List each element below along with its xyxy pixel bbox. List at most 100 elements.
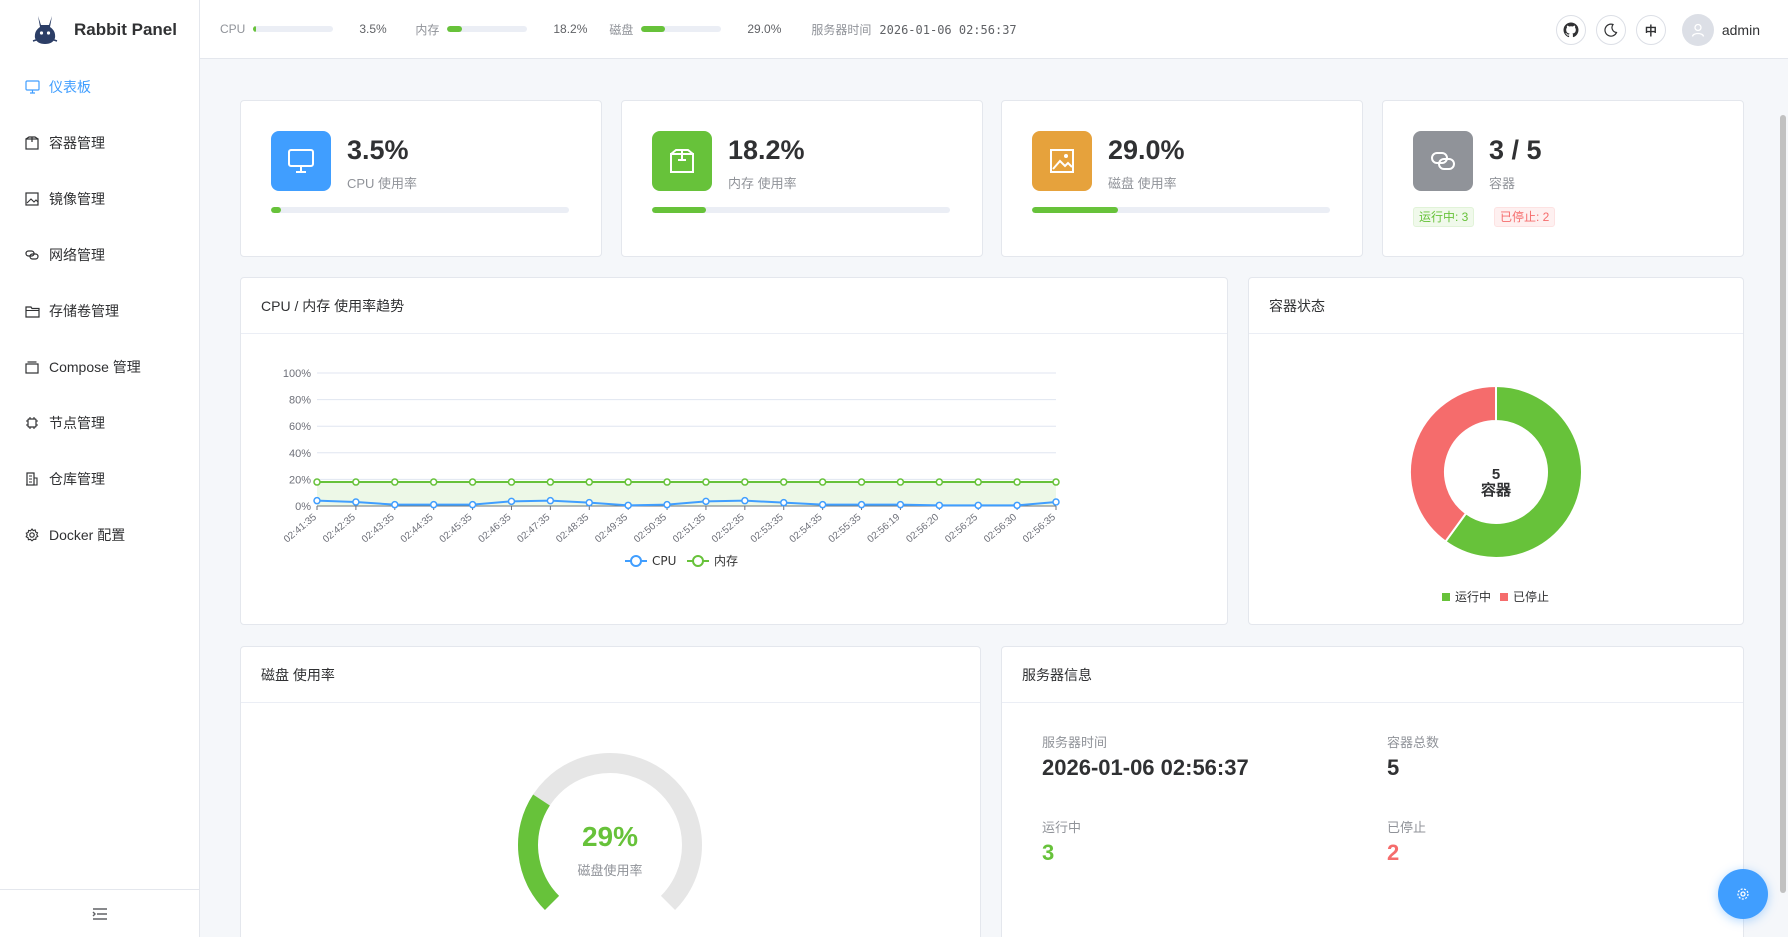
sidebar-item-dashboard[interactable]: 仪表板 — [0, 59, 199, 115]
x-tick-label: 02:51:35 — [671, 512, 708, 546]
language-button[interactable]: 中 — [1635, 15, 1666, 45]
theme-toggle-button[interactable] — [1595, 15, 1626, 45]
container-status-chart: 5 容器 运行中 已停止 — [1409, 384, 1583, 604]
server-time-label: 服务器时间 — [811, 22, 872, 37]
server-info-card: 服务器信息 服务器时间 2026-01-06 02:56:37 容器总数 5 运… — [1001, 646, 1744, 937]
x-tick-label: 02:55:35 — [827, 512, 864, 546]
mem-value: 18.2% — [553, 22, 588, 36]
data-point — [585, 478, 594, 486]
rabbit-logo-icon — [32, 15, 58, 44]
sidebar-item-nodes[interactable]: 节点管理 — [0, 395, 199, 451]
x-tick-label: 02:41:35 — [282, 512, 319, 546]
mem-stat-value: 18.2% — [728, 135, 805, 165]
data-point — [1013, 501, 1021, 510]
y-tick-label: 60% — [289, 421, 311, 433]
disk-gauge-chart: 29% 磁盘使用率 — [518, 753, 702, 911]
settings-float-button[interactable] — [1718, 869, 1768, 919]
gauge-value: 29% — [582, 821, 638, 852]
info-total-value: 5 — [1387, 755, 1400, 780]
sidebar-item-networks[interactable]: 网络管理 — [0, 227, 199, 283]
user-icon — [1691, 23, 1705, 37]
containers-stat-card: 3 / 5 容器 运行中: 3 已停止: 2 — [1382, 100, 1744, 257]
cpu-bar — [253, 26, 334, 32]
data-point — [391, 478, 399, 486]
x-tick-label: 02:56:25 — [943, 512, 980, 546]
data-point — [1052, 478, 1060, 486]
image-icon — [1032, 131, 1092, 191]
x-tick-label: 02:42:35 — [321, 512, 358, 546]
data-point — [429, 478, 438, 486]
data-point — [818, 500, 827, 509]
disk-bar — [641, 26, 722, 32]
gauge-label: 磁盘使用率 — [577, 863, 642, 879]
sidebar-item-registry[interactable]: 仓库管理 — [0, 451, 199, 507]
username[interactable]: admin — [1721, 22, 1760, 38]
cpu-label: CPU — [220, 22, 246, 36]
x-tick-label: 02:47:35 — [515, 512, 552, 546]
folder-icon — [24, 303, 40, 319]
sidebar-collapse-button[interactable] — [0, 889, 200, 937]
sidebar-item-label: 仓库管理 — [49, 471, 105, 487]
data-point — [702, 497, 710, 506]
building-icon — [24, 471, 40, 487]
cpu-stat-card: 3.5% CPU 使用率 — [240, 100, 602, 257]
y-tick-label: 20% — [289, 474, 311, 486]
mem-label: 内存 — [415, 22, 440, 37]
gauge-fill — [518, 794, 560, 911]
x-tick-label: 02:44:35 — [399, 512, 436, 546]
github-button[interactable] — [1555, 15, 1586, 45]
github-icon — [1563, 22, 1579, 38]
legend-stopped-label: 已停止 — [1513, 589, 1549, 604]
data-point — [857, 500, 866, 509]
info-total-label: 容器总数 — [1387, 735, 1440, 750]
running-tag: 运行中: 3 — [1413, 207, 1475, 227]
sidebar-item-compose[interactable]: Compose 管理 — [0, 339, 199, 395]
data-point — [702, 478, 710, 486]
info-stopped-label: 已停止 — [1387, 820, 1427, 835]
disk-stat-value: 29.0% — [1108, 135, 1185, 165]
donut-slice — [1444, 384, 1583, 559]
disk-progress-bar — [1032, 207, 1330, 213]
sidebar-item-docker-config[interactable]: Docker 配置 — [0, 507, 199, 563]
data-point — [974, 501, 982, 510]
page-scrollbar[interactable] — [1780, 115, 1786, 893]
box-icon — [24, 135, 40, 151]
data-point — [468, 500, 477, 509]
monitor-icon — [24, 79, 40, 95]
data-point — [779, 478, 788, 486]
x-tick-label: 02:43:35 — [360, 512, 397, 546]
mem-stat-card: 18.2% 内存 使用率 — [621, 100, 983, 257]
x-tick-label: 02:50:35 — [632, 512, 669, 546]
app-logo[interactable]: Rabbit Panel — [0, 0, 199, 59]
avatar[interactable] — [1681, 14, 1714, 46]
disk-usage-title: 磁盘 使用率 — [241, 647, 980, 703]
x-tick-label: 02:52:35 — [710, 512, 747, 546]
data-point — [974, 478, 982, 486]
containers-stat-value: 3 / 5 — [1489, 135, 1542, 165]
data-point — [468, 478, 477, 486]
donut-center-count: 5 — [1492, 466, 1500, 483]
x-tick-label: 02:56:20 — [904, 512, 941, 546]
y-tick-label: 80% — [289, 395, 311, 407]
trend-chart-card: CPU / 内存 使用率趋势 0% 20% 40% 60% 80% 100% 02:41:3… — [240, 277, 1228, 625]
header-actions: 中 admin — [1546, 14, 1760, 46]
info-time-value: 2026-01-06 02:56:37 — [1042, 755, 1249, 780]
legend-running-label: 运行中 — [1455, 589, 1491, 604]
trend-chart: 0% 20% 40% 60% 80% 100% 02:41:35 02:42:35 02:43:… — [282, 368, 1060, 568]
data-point — [741, 478, 749, 486]
x-tick-label: 02:56:35 — [1021, 512, 1058, 546]
menu-fold-icon — [92, 907, 107, 920]
data-point — [352, 478, 360, 486]
legend-running-swatch — [1442, 593, 1450, 601]
legend-label: 内存 — [714, 554, 738, 568]
header-mem-metric: 内存 18.2% — [415, 21, 588, 38]
sidebar-item-containers[interactable]: 容器管理 — [0, 115, 199, 171]
legend-stopped-swatch — [1500, 593, 1508, 601]
sidebar: Rabbit Panel 仪表板 容器管理 镜像管理 网络管理 存储卷管理 Co… — [0, 0, 200, 937]
sidebar-item-images[interactable]: 镜像管理 — [0, 171, 199, 227]
data-point — [935, 501, 944, 510]
data-point — [585, 498, 594, 507]
cpu-progress-bar — [271, 207, 569, 213]
data-point — [313, 478, 321, 486]
sidebar-item-volumes[interactable]: 存储卷管理 — [0, 283, 199, 339]
